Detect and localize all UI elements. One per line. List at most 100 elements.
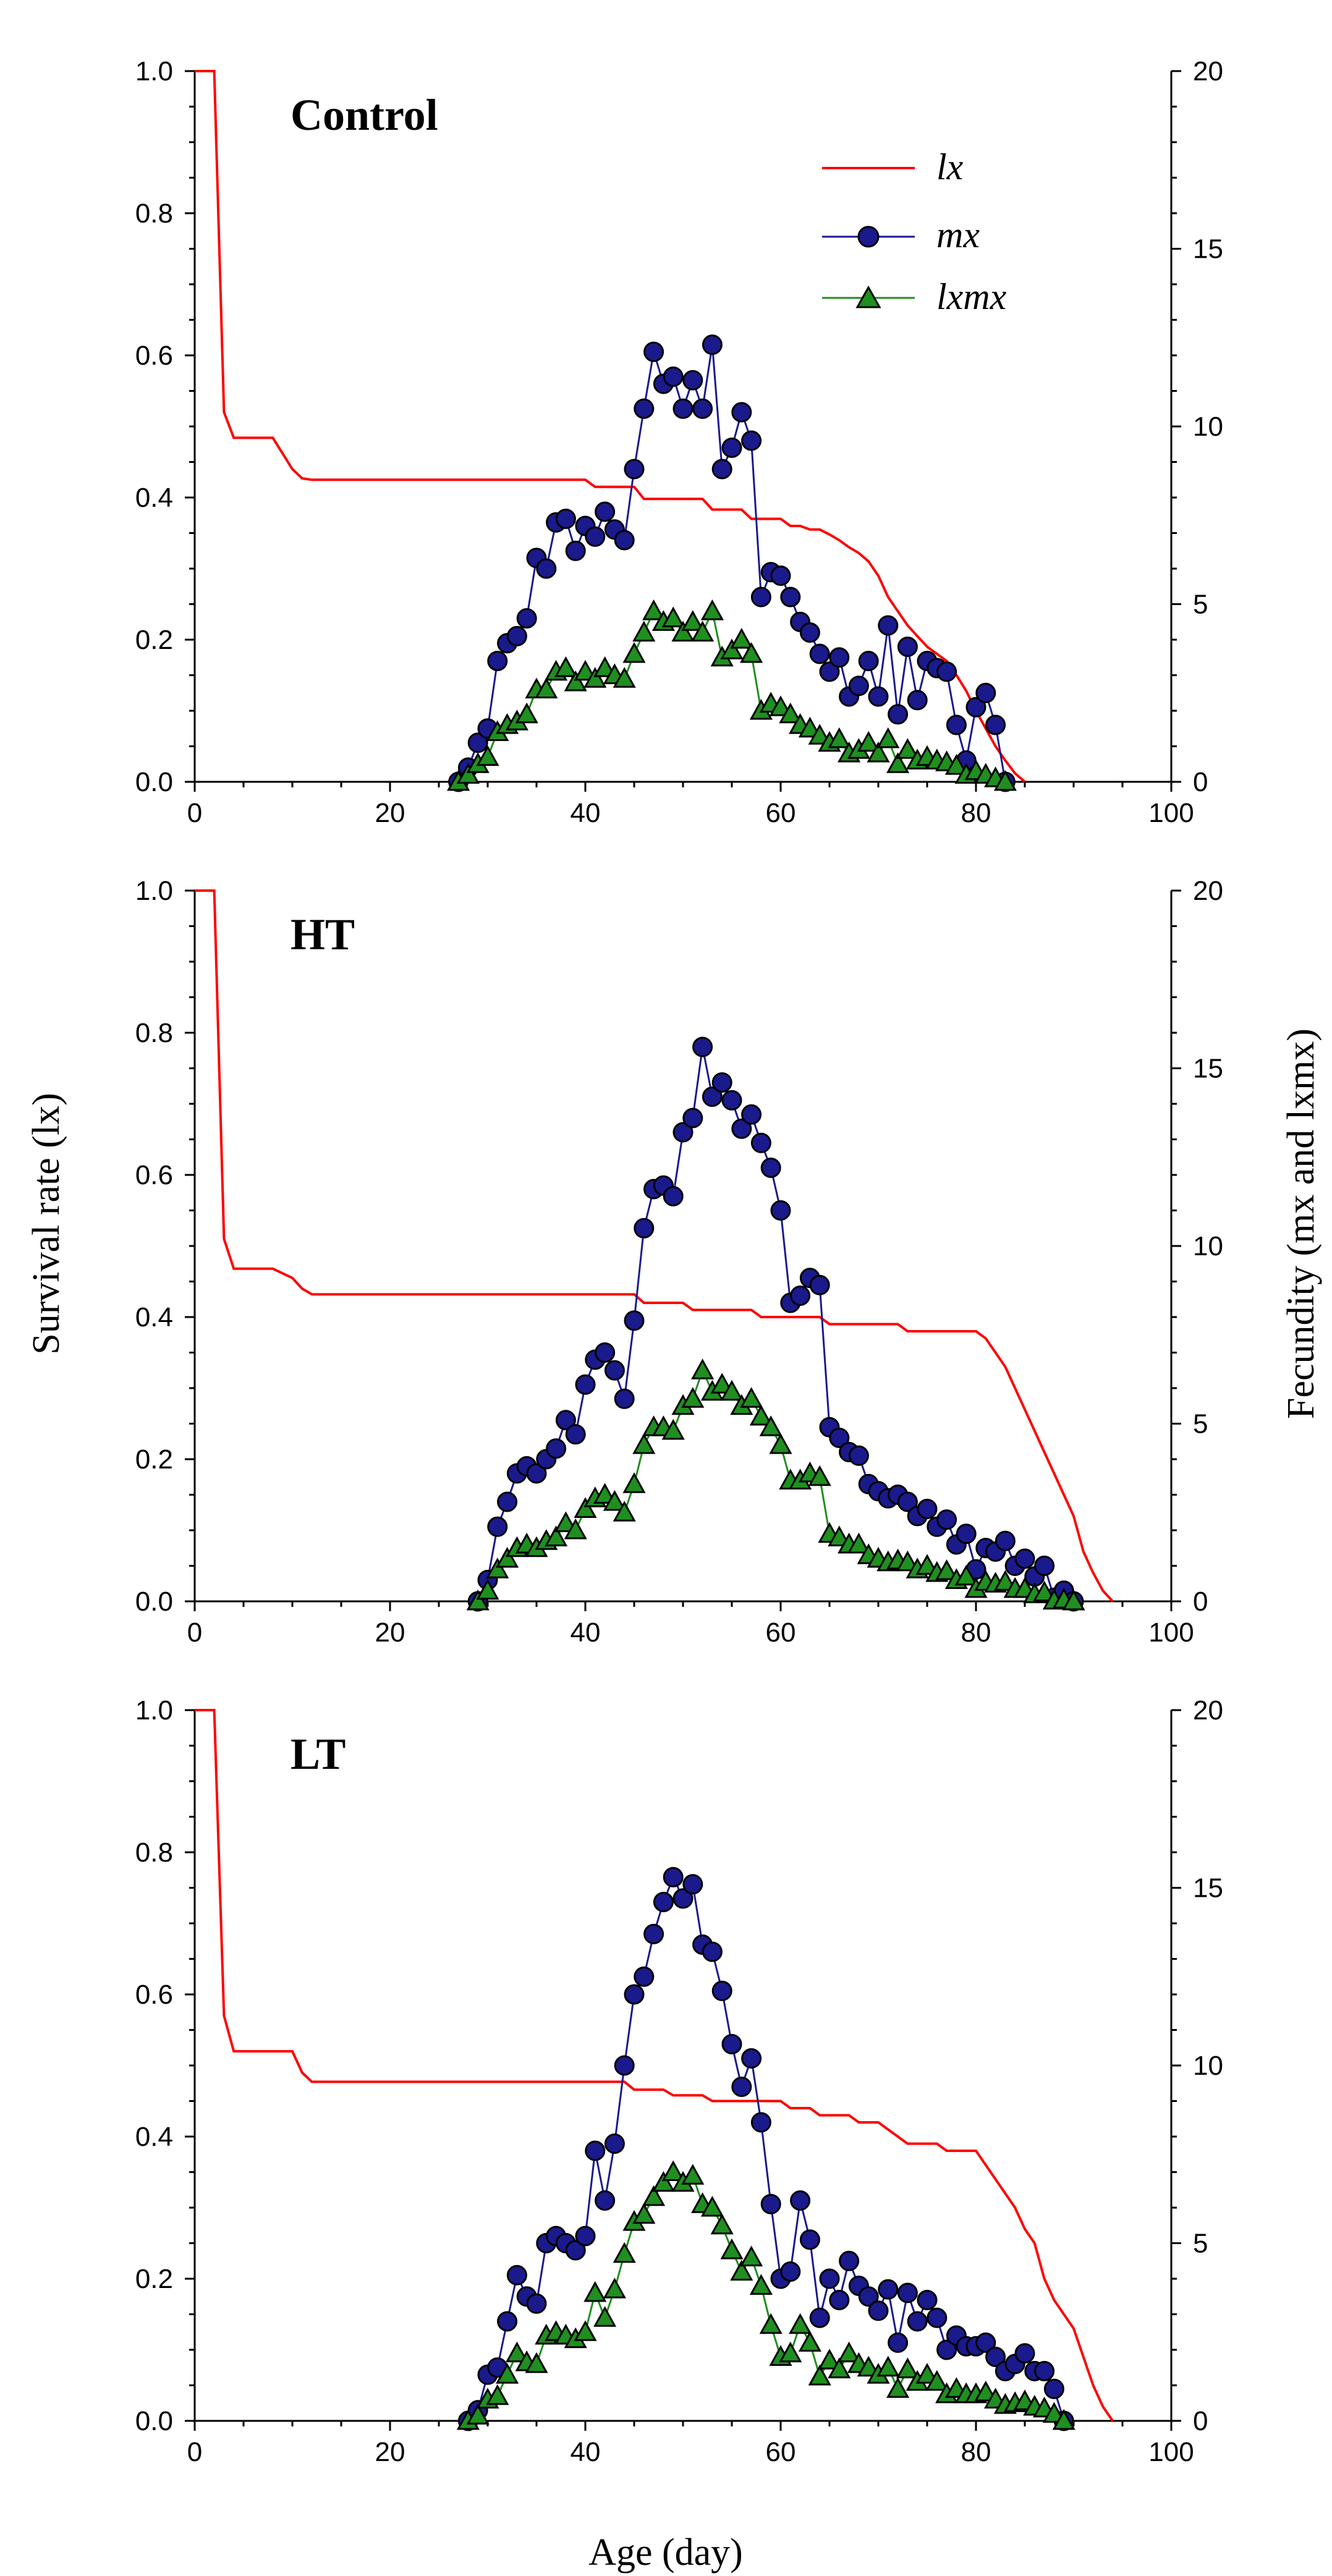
mx-point xyxy=(721,1090,742,1111)
mx-point xyxy=(614,2055,635,2076)
y-left-tick-label: 0.6 xyxy=(135,1160,173,1190)
lxmx-point xyxy=(613,1501,636,1522)
lxmx-point xyxy=(915,2363,939,2384)
lxmx-point xyxy=(749,2274,773,2295)
mx-point xyxy=(790,2190,811,2211)
mx-point xyxy=(819,661,840,682)
lxmx-point xyxy=(661,1418,685,1440)
y-right-tick-label: 20 xyxy=(1193,876,1223,906)
legend-lx-label: lx xyxy=(936,146,964,187)
x-tick-label: 20 xyxy=(375,1617,405,1648)
lxmx-point xyxy=(720,1379,744,1401)
mx-point xyxy=(672,1122,694,1143)
x-tick-label: 80 xyxy=(961,1617,991,1648)
mx-point xyxy=(858,2286,879,2307)
mx-point xyxy=(1014,1548,1035,1569)
lxmx-point xyxy=(593,1483,617,1504)
mx-point xyxy=(526,1463,547,1484)
mx-point xyxy=(897,637,918,657)
y-left-tick-label: 0.0 xyxy=(135,2406,173,2436)
lxmx-point xyxy=(779,2341,802,2363)
lx-series-line xyxy=(195,1709,1114,2422)
mx-point xyxy=(624,459,645,480)
mx-point xyxy=(868,686,889,707)
mx-point xyxy=(956,1523,977,1544)
mx-point xyxy=(760,2193,781,2214)
mx-point xyxy=(965,697,986,718)
lxmx-point xyxy=(622,642,646,663)
lxmx-point xyxy=(720,638,744,659)
mx-point xyxy=(624,1984,645,2005)
mx-point xyxy=(750,1132,771,1153)
lxmx-point xyxy=(769,695,792,716)
y-left-tick-label: 0.2 xyxy=(135,1444,173,1475)
mx-point xyxy=(888,2332,909,2353)
mx-point xyxy=(770,566,791,586)
mx-point xyxy=(604,2133,625,2154)
x-tick-label: 0 xyxy=(187,2437,202,2467)
y-right-tick-label: 10 xyxy=(1193,412,1223,442)
mx-point xyxy=(848,676,869,697)
mx-point xyxy=(634,1218,655,1239)
mx-point xyxy=(672,1888,694,1909)
lxmx-point xyxy=(769,1433,792,1454)
lxmx-point xyxy=(867,741,890,763)
y-left-tick-label: 1.0 xyxy=(135,1695,173,1726)
mx-point xyxy=(585,2140,606,2161)
y-right-tick-label: 15 xyxy=(1193,234,1223,265)
panels: 0 20 40 60 80 1000.00.20.40.60.81.005101520Co… xyxy=(135,56,1223,2467)
mx-point xyxy=(506,2265,527,2286)
lxmx-point xyxy=(915,1554,939,1575)
lxmx-point xyxy=(700,599,724,621)
mx-point xyxy=(741,1104,762,1125)
mx-point xyxy=(1014,2343,1035,2364)
lxmx-point xyxy=(789,2313,812,2334)
y-right-tick-label: 15 xyxy=(1193,1054,1223,1084)
lxmx-point xyxy=(632,1433,656,1454)
mx-point xyxy=(936,1509,957,1530)
mx-point xyxy=(702,334,723,355)
lxmx-point xyxy=(876,727,900,748)
lxmx-point xyxy=(651,2171,675,2192)
lxmx-point xyxy=(808,1465,831,1486)
mx-point xyxy=(1034,1556,1055,1576)
x-tick-label: 100 xyxy=(1148,798,1194,828)
axes-frame xyxy=(193,1710,1173,2422)
legend-lxmx-marker xyxy=(855,285,881,308)
lxmx-point xyxy=(691,1358,715,1379)
panel-lt: 0 20 40 60 80 100 0.0 0.2 0.4 0.6 0.8 1.0 0 5 10 15 20 LT xyxy=(135,1695,1223,2467)
mx-point xyxy=(868,2300,889,2321)
mx-point xyxy=(790,1286,811,1306)
lxmx-point xyxy=(954,1564,978,1586)
lxmx-point xyxy=(857,731,880,752)
x-tick-label: 20 xyxy=(375,798,405,828)
mx-point xyxy=(682,1874,703,1895)
y-left-tick-label: 1.0 xyxy=(135,56,173,87)
mx-point xyxy=(663,1866,684,1888)
y-left-tick-label: 0.8 xyxy=(135,198,173,229)
lxmx-point xyxy=(710,1373,734,1394)
y-right-tick-label: 5 xyxy=(1193,2229,1208,2259)
mx-point xyxy=(711,1072,732,1093)
lxmx-point xyxy=(496,2363,519,2384)
lxmx-point xyxy=(574,1497,597,1518)
lxmx-point xyxy=(993,1570,1017,1591)
lxmx-point xyxy=(828,727,851,748)
mx-point xyxy=(809,1274,830,1295)
mx-point xyxy=(985,714,1006,735)
lxmx-point xyxy=(515,702,538,724)
axes-frame xyxy=(193,71,1173,783)
lxmx-point xyxy=(671,621,695,642)
lxmx-point xyxy=(818,2349,841,2370)
lxmx-point xyxy=(681,2164,705,2185)
x-tick-label: 80 xyxy=(961,798,991,828)
lxmx-point xyxy=(896,1550,919,1572)
x-tick-label: 100 xyxy=(1148,1617,1194,1648)
lxmx-point xyxy=(974,2380,998,2402)
lxmx-point xyxy=(603,1489,626,1511)
y-left-tick-label: 0.2 xyxy=(135,625,173,655)
lxmx-point xyxy=(505,2341,528,2363)
mx-point xyxy=(809,643,830,664)
mx-point xyxy=(682,370,703,391)
mx-point xyxy=(721,2034,742,2054)
